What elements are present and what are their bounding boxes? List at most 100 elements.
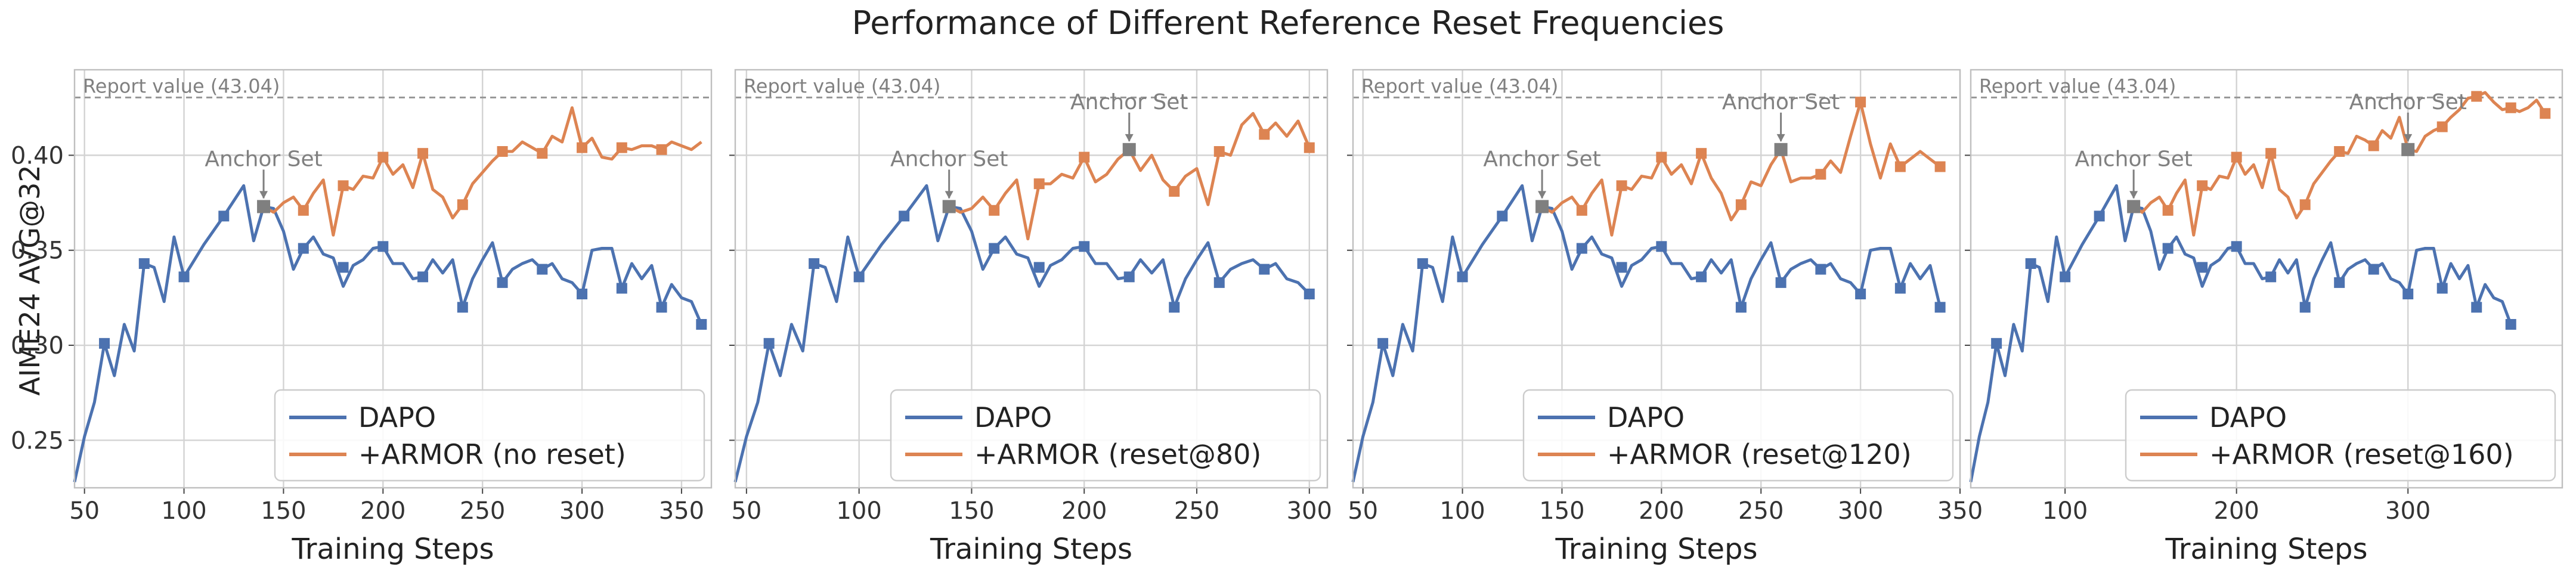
- x-tick-label: 100: [161, 497, 206, 525]
- x-tick-label: 50: [69, 497, 100, 525]
- series-marker-armor: [537, 148, 548, 159]
- series-marker-dapo: [853, 271, 865, 283]
- series-marker-dapo: [1855, 288, 1866, 299]
- series-marker-dapo: [138, 258, 150, 270]
- series-marker-dapo: [1259, 264, 1270, 275]
- series-line-armor: [2132, 91, 2547, 237]
- x-axis-label: Training Steps: [2165, 533, 2368, 566]
- series-marker-dapo: [1616, 262, 1627, 273]
- legend: DAPO +ARMOR (reset@80): [890, 389, 1321, 482]
- series-marker-dapo: [1169, 302, 1180, 313]
- series-marker-armor: [1576, 205, 1587, 216]
- legend-label: DAPO: [358, 401, 436, 434]
- series-marker-armor: [1616, 180, 1627, 191]
- series-marker-dapo: [2025, 258, 2036, 270]
- x-tick-label: 200: [360, 497, 405, 525]
- x-tick-label: 100: [836, 497, 881, 525]
- x-tick-label: 200: [2214, 497, 2259, 525]
- figure-title: Performance of Different Reference Reset…: [852, 4, 1724, 42]
- series-marker-dapo: [1894, 283, 1906, 294]
- x-tick-label: 350: [1937, 497, 1983, 525]
- series-marker-armor: [989, 205, 1000, 216]
- anchor-label: Anchor Set: [890, 147, 1008, 171]
- y-tick-label: 0.25: [11, 427, 64, 454]
- x-axis-label: Training Steps: [1555, 533, 1758, 566]
- series-marker-armor: [1735, 199, 1747, 210]
- series-marker-dapo: [497, 277, 508, 288]
- x-tick-label: 300: [559, 497, 605, 525]
- series-marker-armor: [2436, 121, 2448, 132]
- series-marker-dapo: [1991, 338, 2002, 349]
- series-marker-armor: [1304, 142, 1315, 153]
- panel-2: 50 100 150 200 250 300 Report value (43.04) Anc…: [729, 69, 1332, 566]
- series-marker-armor: [577, 142, 588, 153]
- anchor-label: Anchor Set: [2075, 147, 2192, 171]
- anchor-label: Anchor Set: [205, 147, 322, 171]
- series-marker-dapo: [1576, 243, 1587, 254]
- series-marker-armor: [2505, 102, 2516, 113]
- series-marker-armor: [2471, 91, 2482, 102]
- x-tick-label: 250: [1738, 497, 1784, 525]
- series-marker-dapo: [1377, 338, 1389, 349]
- anchor-arrow-head: [2129, 191, 2138, 199]
- panel-1: 50 100 150 200 250 300 350 0.25 0.30 0.35 0.40 Repo…: [11, 69, 713, 566]
- series-marker-armor: [2162, 205, 2174, 216]
- series-marker-armor: [1259, 129, 1270, 140]
- series-marker-armor: [2231, 151, 2242, 163]
- series-marker-armor: [1894, 161, 1906, 172]
- axes-frame: [1352, 69, 1961, 489]
- series-marker-dapo: [1735, 302, 1747, 313]
- series-marker-dapo: [2299, 302, 2311, 313]
- panels: 50 100 150 200 250 300 350 0.25 0.30 0.35 0.40 Repo…: [11, 69, 2563, 566]
- series-marker-armor: [1079, 151, 1090, 163]
- series-marker-dapo: [377, 241, 389, 252]
- series-marker-dapo: [298, 243, 309, 254]
- series-marker-dapo: [1696, 271, 1707, 283]
- series-marker-dapo: [1213, 277, 1225, 288]
- series-marker-dapo: [2436, 283, 2448, 294]
- anchor-marker: [1774, 143, 1788, 156]
- series-marker-armor: [1696, 148, 1707, 159]
- series-marker-armor: [377, 151, 389, 163]
- series-marker-dapo: [1934, 302, 1946, 313]
- anchor-label: Anchor Set: [2349, 90, 2466, 114]
- legend-frame: [1522, 389, 1954, 482]
- panel-4: 100 200 300 Report value (43.04) Anchor Set A…: [1965, 69, 2563, 566]
- series-marker-armor: [417, 148, 429, 159]
- series-marker-dapo: [2094, 210, 2105, 222]
- series-marker-dapo: [2368, 264, 2379, 275]
- legend-frame: [2125, 389, 2556, 482]
- series-marker-armor: [457, 199, 468, 210]
- anchor-marker: [2127, 200, 2141, 213]
- x-tick-label: 100: [2042, 497, 2088, 525]
- series-marker-dapo: [696, 318, 707, 330]
- series-marker-armor: [1656, 151, 1667, 163]
- series-marker-dapo: [1033, 262, 1045, 273]
- series-marker-dapo: [763, 338, 775, 349]
- legend: DAPO +ARMOR (reset@160): [2125, 389, 2556, 482]
- series-marker-dapo: [2402, 288, 2414, 299]
- series-marker-dapo: [1417, 258, 1428, 270]
- series-marker-dapo: [178, 271, 190, 283]
- series-line-armor: [262, 106, 702, 237]
- series-marker-armor: [2368, 140, 2379, 151]
- series-line-dapo: [73, 184, 703, 482]
- series-marker-armor: [298, 205, 309, 216]
- x-tick-label: 150: [261, 497, 306, 525]
- series-marker-dapo: [1815, 264, 1826, 275]
- series-marker-armor: [1213, 146, 1225, 157]
- anchor-marker: [257, 200, 271, 213]
- series-marker-dapo: [2505, 318, 2516, 330]
- legend-label: DAPO: [1607, 401, 1685, 434]
- y-axis-label: AIME24 AVG@32: [14, 165, 46, 395]
- y-tick-label: 0.30: [11, 332, 64, 360]
- axes-frame: [1970, 69, 2563, 489]
- legend-label: DAPO: [2209, 401, 2287, 434]
- series-marker-dapo: [2162, 243, 2174, 254]
- anchor-arrow-head: [945, 191, 953, 199]
- series-marker-dapo: [2334, 277, 2345, 288]
- series-marker-dapo: [1304, 288, 1315, 299]
- legend: DAPO +ARMOR (reset@120): [1522, 389, 1954, 482]
- series-marker-dapo: [1656, 241, 1667, 252]
